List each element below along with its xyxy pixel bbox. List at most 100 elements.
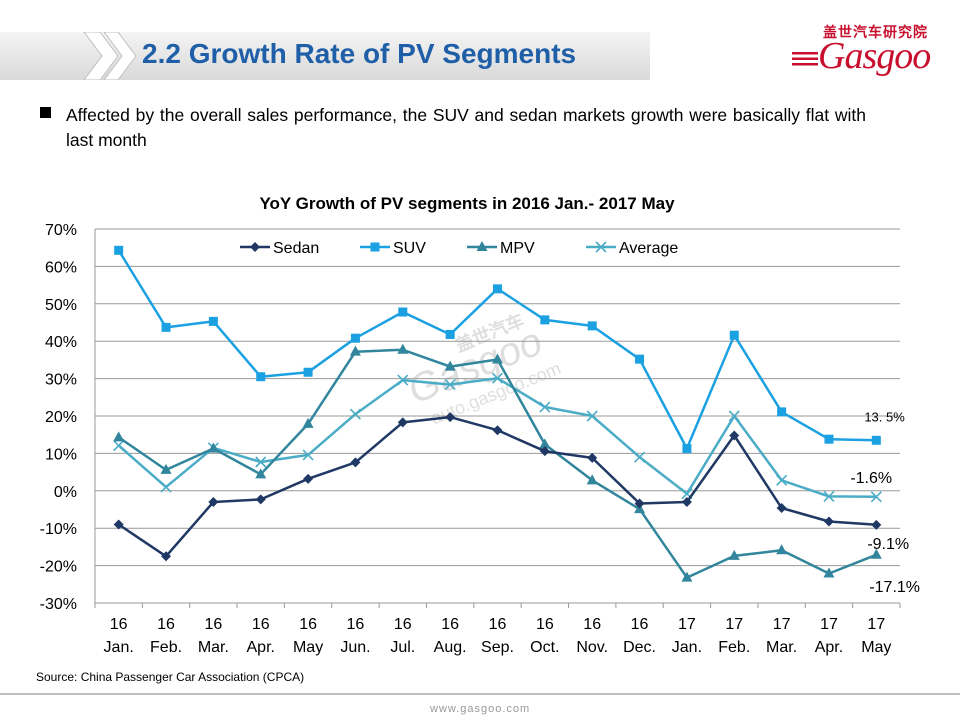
data-point-diamond (303, 473, 314, 484)
data-point-x (160, 481, 172, 493)
data-point-diamond (250, 242, 260, 252)
x-tick-label-year: 17 (820, 616, 838, 633)
data-point-x (113, 439, 125, 452)
x-tick-label-year: 16 (204, 616, 222, 633)
data-point-square (587, 321, 597, 331)
data-point-square (161, 322, 171, 332)
x-tick-label-month: Jun. (340, 639, 370, 656)
data-point-diamond (445, 412, 456, 423)
legend-label: SUV (393, 240, 426, 257)
legend-label: MPV (500, 240, 535, 257)
x-tick-label-year: 16 (347, 616, 365, 633)
data-point-diamond (397, 417, 408, 428)
series-average (113, 372, 882, 503)
x-tick-label-month: Dec. (623, 639, 656, 656)
x-tick-label-year: 17 (773, 616, 791, 633)
data-point-diamond (681, 497, 692, 508)
data-point-square (729, 330, 739, 340)
x-tick-label-month: Jan. (672, 639, 702, 656)
data-point-triangle (349, 345, 361, 356)
data-point-square (635, 354, 645, 364)
x-tick-label-month: Oct. (530, 639, 559, 656)
data-point-x (539, 401, 551, 413)
chevron-decoration-icon (83, 32, 137, 80)
data-point-square (350, 333, 360, 343)
bullet-text: Affected by the overall sales performanc… (66, 105, 866, 150)
data-point-triangle (823, 567, 835, 578)
data-point-x (776, 474, 788, 486)
x-tick-label-month: Jul. (390, 639, 415, 656)
data-point-triangle (444, 360, 456, 371)
data-point-diamond (492, 425, 503, 436)
data-point-square (540, 315, 550, 325)
y-tick-label: 30% (45, 372, 77, 389)
square-bullet-icon (40, 107, 51, 118)
data-point-diamond (776, 503, 787, 514)
x-tick-label-year: 16 (441, 616, 459, 633)
end-labels: 13. 5% -1.6% -9.1% -17.1% (850, 409, 920, 595)
x-tick-label-month: Nov. (576, 639, 608, 656)
data-point-diamond (823, 516, 834, 527)
chart-legend: Sedan SUV MPV Average (240, 240, 678, 257)
data-point-triangle (776, 544, 788, 555)
series-suv (114, 245, 881, 454)
data-point-square (370, 242, 380, 252)
logo-stripes-icon (792, 52, 818, 66)
y-tick-label: 10% (45, 446, 77, 463)
data-point-diamond (587, 452, 598, 463)
x-tick-label-year: 17 (678, 616, 696, 633)
data-point-x (595, 241, 607, 253)
data-point-x (349, 408, 362, 420)
x-tick-label-month: Aug. (434, 639, 467, 656)
series-sedan (113, 412, 882, 562)
x-tick-label-month: Mar. (766, 639, 797, 656)
data-point-x (870, 491, 882, 503)
x-tick-label-month: Jan. (104, 639, 134, 656)
data-point-triangle (870, 548, 882, 559)
end-label-sedan: -9.1% (867, 536, 909, 553)
footer-divider (0, 693, 960, 695)
x-tick-label-year: 16 (536, 616, 554, 633)
data-point-triangle (397, 343, 409, 354)
data-point-diamond (634, 498, 645, 509)
legend-item-sedan: Sedan (240, 240, 319, 257)
series-mpv (113, 343, 882, 582)
data-point-square (303, 367, 313, 377)
end-label-suv: 13. 5% (864, 409, 905, 424)
data-point-x (586, 410, 598, 422)
bullet-marker (40, 103, 60, 123)
data-point-square (682, 444, 692, 454)
data-point-triangle (728, 549, 740, 560)
legend-item-mpv: MPV (467, 240, 535, 257)
x-axis: 16 Jan. 16 Feb. 16 Mar. 16 Apr. 16 May 16 Jun. 16 Jul… (94, 602, 901, 656)
y-tick-label: 40% (45, 334, 77, 351)
data-point-triangle (302, 417, 314, 428)
legend-item-average: Average (586, 240, 678, 257)
x-tick-label-month: Feb. (150, 639, 182, 656)
data-point-square (824, 434, 834, 444)
logo-cn-text: 盖世汽车研究院 (823, 24, 928, 40)
y-tick-label: -20% (40, 559, 77, 576)
page-title: 2.2 Growth Rate of PV Segments (142, 38, 577, 69)
legend-label: Average (619, 240, 678, 257)
footer-website: www.gasgoo.com (430, 703, 531, 715)
legend-item-suv: SUV (360, 240, 426, 257)
data-point-x (633, 451, 646, 463)
x-tick-label-year: 16 (252, 616, 270, 633)
data-point-x (397, 374, 409, 386)
data-point-square (445, 329, 455, 339)
end-label-mpv: -17.1% (869, 579, 920, 596)
x-tick-label-month: Apr. (815, 639, 843, 656)
x-tick-label-year: 16 (583, 616, 601, 633)
x-tick-label-year: 16 (489, 616, 507, 633)
gasgoo-logo: 盖世汽车研究院 Gasgoo (790, 22, 950, 82)
x-tick-label-month: Mar. (198, 639, 229, 656)
data-point-triangle (113, 431, 125, 442)
source-note: Source: China Passenger Car Association … (36, 670, 305, 684)
y-tick-label: -30% (40, 596, 77, 613)
series-line-sedan (118, 415, 877, 558)
data-point-x (728, 410, 740, 422)
x-tick-label-month: May (293, 639, 323, 656)
data-point-diamond (729, 430, 740, 441)
legend-label: Sedan (273, 240, 319, 257)
